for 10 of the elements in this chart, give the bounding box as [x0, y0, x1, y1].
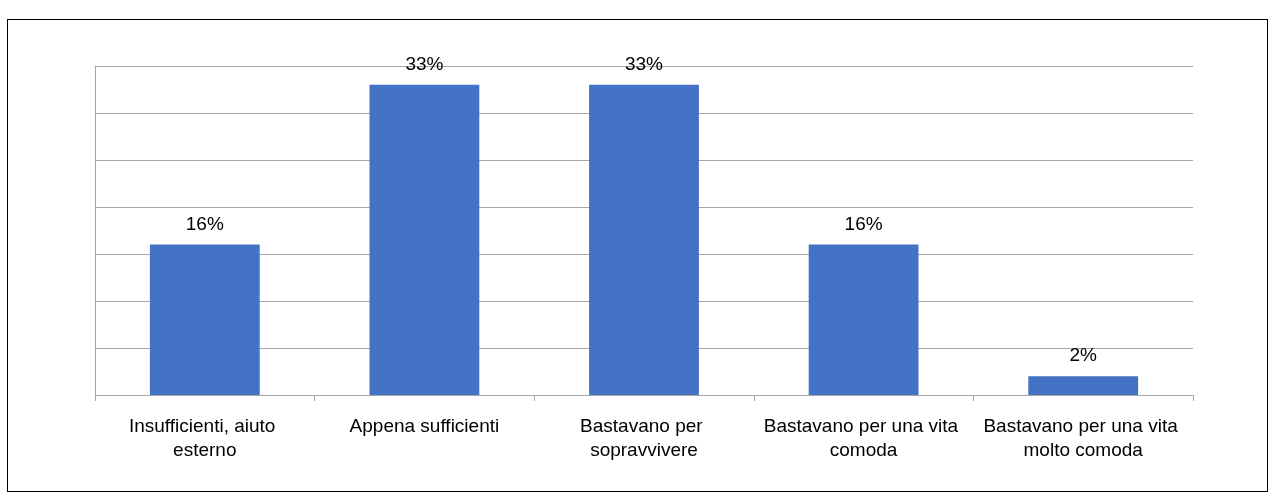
- data-label: 16%: [844, 212, 883, 234]
- x-tick-label: Appena sufficienti: [349, 414, 500, 436]
- data-label: 33%: [624, 52, 664, 74]
- x-tick-label: Bastavano per una vita molto comoda: [983, 414, 1184, 460]
- x-tick-label: Insufficienti, aiuto esterno: [128, 414, 281, 460]
- x-tick-label: Bastavano per sopravvivere: [580, 414, 708, 460]
- data-label: 2%: [1069, 344, 1098, 366]
- data-label: 16%: [185, 212, 224, 234]
- x-tick-label: Bastavano per una vita comoda: [763, 414, 964, 460]
- data-label: 33%: [405, 52, 444, 74]
